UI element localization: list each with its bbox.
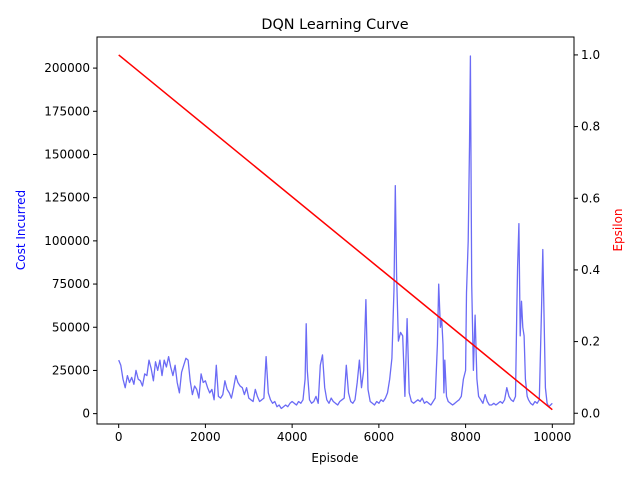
x-tick-label: 0 [115,430,123,444]
x-tick-label: 6000 [364,430,395,444]
y-axis-right: 0.0 0.2 0.4 0.6 0.8 1.0 [574,48,600,420]
y-right-tick-label: 0.8 [581,120,600,134]
y-right-tick-label: 0.6 [581,191,600,205]
y-axis-right-title: Epsilon [611,208,625,251]
x-tick-label: 4000 [277,430,308,444]
y-right-tick-label: 0.4 [581,263,600,277]
chart-title: DQN Learning Curve [261,17,408,33]
y-left-tick-label: 50000 [52,320,90,334]
x-axis: 0 2000 4000 6000 8000 10000 [115,424,571,444]
y-left-tick-label: 200000 [44,61,90,75]
x-tick-label: 10000 [533,430,571,444]
series-line-epsilon [118,54,553,411]
y-right-tick-label: 1.0 [581,48,600,62]
y-left-tick-label: 125000 [44,191,90,205]
y-axis-left-title: Cost Incurred [14,190,28,270]
x-axis-title: Episode [311,451,358,465]
series-line-cost [118,55,553,410]
plot-layer [118,54,553,411]
y-left-tick-label: 150000 [44,147,90,161]
y-right-tick-label: 0.2 [581,335,600,349]
y-left-tick-label: 100000 [44,234,90,248]
y-right-tick-label: 0.0 [581,406,600,420]
y-left-tick-label: 75000 [52,277,90,291]
y-axis-left: 0 25000 50000 75000 100000 125000 150000 175000… [44,61,97,421]
x-tick-label: 8000 [450,430,481,444]
y-left-tick-label: 175000 [44,104,90,118]
x-tick-label: 2000 [190,430,221,444]
y-left-tick-label: 0 [82,407,90,421]
plot-frame [96,36,575,425]
y-left-tick-label: 25000 [52,363,90,377]
